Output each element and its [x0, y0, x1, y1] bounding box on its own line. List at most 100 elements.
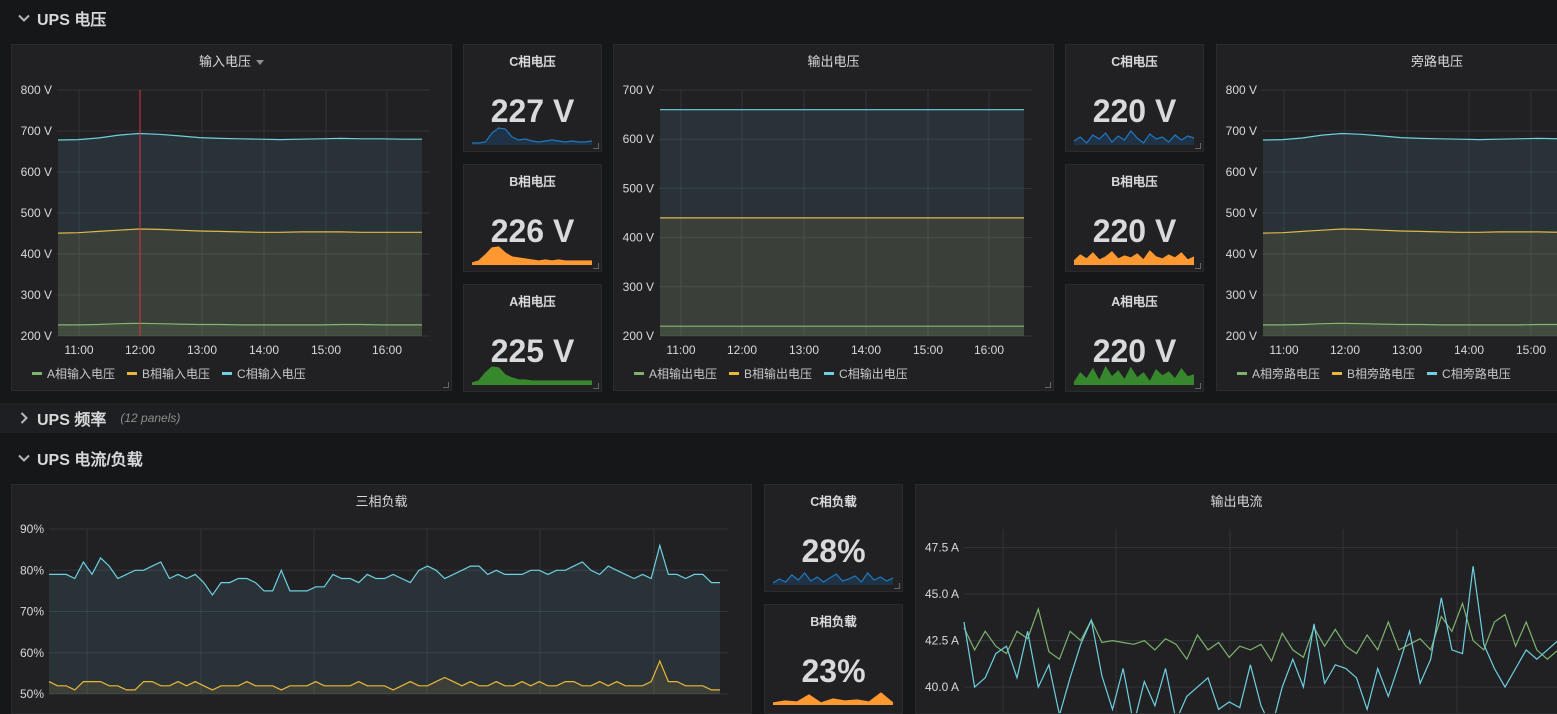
y-tick-label: 200 V: [623, 329, 654, 343]
x-tick-label: 13:00: [187, 343, 217, 357]
legend-item-a[interactable]: A相旁路电压: [1237, 365, 1320, 382]
panel-title[interactable]: C相负载: [810, 495, 857, 509]
input-voltage-chart[interactable]: 200 V 300 V 400 V 500 V 600 V 700 V 800 V 11:00…: [12, 45, 452, 391]
series-line: [57, 132, 422, 141]
three-phase-load-chart[interactable]: 50% 60% 70% 80% 90%: [12, 485, 752, 714]
sparkline-line: [772, 572, 894, 584]
y-tick-label: 300 V: [1226, 288, 1257, 302]
legend-item-a[interactable]: A相输出电压: [634, 365, 717, 382]
y-tick-label: 800 V: [1226, 83, 1257, 97]
y-tick-label: 700 V: [623, 83, 654, 97]
series-area: [660, 326, 1024, 336]
y-tick-label: 400 V: [21, 247, 52, 261]
legend: A相旁路电压 B相旁路电压 C相旁路电压: [1237, 365, 1523, 382]
panel-stat-b-voltage[interactable]: B相电压 226 V: [463, 164, 602, 272]
legend-item-b[interactable]: B相输入电压: [127, 365, 210, 382]
chevron-right-icon: [20, 412, 28, 424]
x-tick-label: 16:00: [974, 343, 1004, 357]
resize-handle[interactable]: [1195, 383, 1201, 389]
panel-title[interactable]: C相电压: [509, 55, 556, 69]
panel-output-current[interactable]: 输出电流 40.0 A 42.5 A 45.0 A 47.5 A: [915, 484, 1557, 714]
panel-bypass-voltage[interactable]: 旁路电压 200 V 300 V 400 V 500 V 600 V 700 V 800 V…: [1216, 44, 1557, 391]
legend-swatch: [32, 372, 42, 375]
legend-label: A相输入电压: [47, 367, 116, 381]
y-tick-label: 90%: [20, 522, 44, 536]
legend-item-c[interactable]: C相输出电压: [824, 365, 908, 382]
output-current-chart[interactable]: 40.0 A 42.5 A 45.0 A 47.5 A: [916, 485, 1557, 714]
stat-value: 220 V: [1092, 213, 1177, 249]
panel-title[interactable]: 三相负载: [355, 494, 408, 509]
sparkline: [1073, 250, 1195, 265]
legend: A相输入电压 B相输入电压 C相输入电压: [32, 365, 318, 382]
legend-item-a[interactable]: A相输入电压: [32, 365, 115, 382]
series-line: [58, 322, 422, 326]
resize-handle[interactable]: [593, 383, 599, 389]
y-tick-label: 600 V: [21, 165, 52, 179]
sparkline-area: [773, 573, 893, 585]
legend-swatch: [729, 372, 740, 375]
panel-output-voltage[interactable]: 输出电压 200 V 300 V 400 V 500 V 600 V 700 V 11:00…: [613, 44, 1054, 391]
panel-stat-a-output[interactable]: A相电压 220 V: [1065, 284, 1204, 392]
panel-title[interactable]: 输出电压: [807, 54, 860, 69]
resize-handle[interactable]: [593, 143, 599, 149]
legend-item-c[interactable]: C相旁路电压: [1427, 365, 1511, 382]
legend-item-c[interactable]: C相输入电压: [222, 365, 306, 382]
panel-title[interactable]: B相负载: [810, 615, 857, 629]
row-header-frequency[interactable]: UPS 频率 (12 panels): [0, 403, 180, 433]
legend-swatch: [1332, 372, 1343, 375]
panel-stat-c-load[interactable]: C相负载 28%: [764, 484, 903, 592]
panel-title[interactable]: 旁路电压: [1410, 54, 1463, 69]
y-tick-label: 45.0 A: [925, 587, 959, 601]
series-area: [1263, 323, 1557, 336]
output-voltage-chart[interactable]: 200 V 300 V 400 V 500 V 600 V 700 V 11:00 12:00…: [614, 45, 1054, 391]
series-area: [58, 133, 422, 336]
panel-stat-c-voltage[interactable]: C相电压 227 V: [463, 44, 602, 152]
series-area: [58, 323, 422, 336]
x-tick-label: 11:00: [64, 343, 93, 357]
series-line: [1263, 322, 1557, 326]
sparkline-line: [472, 127, 593, 144]
panel-stat-b-load[interactable]: B相负载 23%: [764, 604, 903, 714]
row-header-current[interactable]: UPS 电流/负载: [0, 443, 143, 473]
panel-title[interactable]: A相电压: [1111, 295, 1158, 309]
series-line: [1262, 228, 1557, 234]
panel-title[interactable]: C相电压: [1111, 55, 1158, 69]
series-line: [1262, 132, 1557, 141]
panel-stat-b-output[interactable]: B相电压 220 V: [1065, 164, 1204, 272]
y-tick-label: 600 V: [623, 132, 654, 146]
row-header-voltage[interactable]: UPS 电压: [0, 3, 106, 33]
y-tick-label: 600 V: [1226, 165, 1257, 179]
resize-handle[interactable]: [1195, 143, 1201, 149]
resize-handle[interactable]: [593, 263, 599, 269]
bypass-voltage-chart[interactable]: 200 V 300 V 400 V 500 V 600 V 700 V 800 V 11:00…: [1217, 45, 1557, 391]
panel-title[interactable]: B相电压: [1111, 175, 1158, 189]
panel-title[interactable]: 输出电流: [1210, 494, 1263, 509]
resize-handle[interactable]: [1045, 382, 1051, 388]
panel-title[interactable]: A相电压: [509, 295, 556, 309]
legend-swatch: [1427, 372, 1438, 375]
x-tick-label: 13:00: [789, 343, 819, 357]
x-tick-label: 15:00: [913, 343, 943, 357]
panel-title[interactable]: 输入电压: [198, 54, 251, 69]
stat-value: 28%: [801, 533, 866, 569]
legend-item-b[interactable]: B相旁路电压: [1332, 365, 1415, 382]
legend-item-b[interactable]: B相输出电压: [729, 365, 812, 382]
series-area: [1263, 229, 1557, 336]
sparkline-area: [472, 128, 592, 145]
sparkline: [772, 692, 894, 705]
series-area: [660, 109, 1024, 336]
resize-handle[interactable]: [1195, 263, 1201, 269]
panel-stat-a-voltage[interactable]: A相电压 225 V: [463, 284, 602, 392]
x-tick-label: 11:00: [1269, 343, 1298, 357]
panel-three-phase-load[interactable]: 三相负载 50% 60% 70% 80% 90%: [11, 484, 752, 714]
x-tick-label: 15:00: [1516, 343, 1546, 357]
resize-handle[interactable]: [894, 583, 900, 589]
chevron-down-icon: [18, 14, 30, 22]
row-title: UPS 电压: [37, 12, 107, 29]
panel-title[interactable]: B相电压: [509, 175, 556, 189]
panel-input-voltage[interactable]: 输入电压 200 V 300 V 400 V 500 V 600 V 700 V 800 V…: [11, 44, 452, 391]
caret-down-icon[interactable]: [256, 60, 264, 66]
panel-stat-c-output[interactable]: C相电压 220 V: [1065, 44, 1204, 152]
x-tick-label: 14:00: [851, 343, 881, 357]
resize-handle[interactable]: [443, 382, 449, 388]
